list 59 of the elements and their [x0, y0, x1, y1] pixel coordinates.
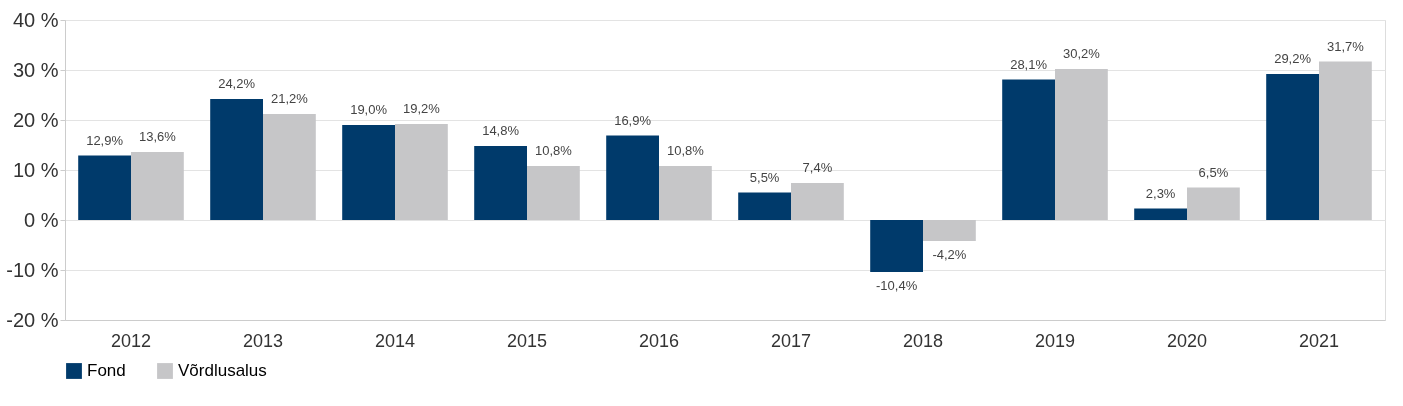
y-tick-label: 10 % — [12, 158, 59, 181]
data-label: 12,9% — [86, 132, 124, 148]
bar — [1134, 208, 1187, 220]
data-label: -4,2% — [932, 247, 967, 262]
data-label: 30,2% — [1062, 46, 1101, 61]
bar — [263, 114, 316, 220]
y-tick-label: 30 % — [12, 58, 59, 81]
bar — [1002, 79, 1055, 220]
bar — [870, 220, 923, 272]
bar — [606, 135, 659, 220]
bar — [342, 125, 395, 220]
data-label: 21,2% — [270, 91, 309, 106]
data-label: 24,2% — [218, 76, 256, 91]
y-tick-label: 40 % — [12, 8, 59, 31]
bar — [738, 192, 791, 220]
y-tick-label: 0 % — [24, 208, 59, 231]
bar — [131, 152, 184, 220]
data-label: 29,2% — [1274, 51, 1312, 66]
x-tick-label: 2019 — [1034, 330, 1076, 351]
data-label: 5,5% — [749, 169, 780, 185]
bar — [210, 99, 263, 220]
legend-label: Fond — [87, 361, 126, 380]
y-tick-label: -10 % — [6, 258, 59, 281]
data-label: 2,3% — [1145, 185, 1176, 201]
bar — [1319, 61, 1372, 220]
data-label: 10,8% — [534, 143, 573, 158]
data-label: 19,0% — [350, 102, 388, 117]
data-label: 14,8% — [482, 123, 520, 138]
data-label: 28,1% — [1010, 56, 1048, 72]
bar — [474, 146, 527, 220]
data-label: 19,2% — [402, 101, 441, 116]
data-label: 10,8% — [666, 143, 705, 158]
data-label: 13,6% — [138, 129, 177, 144]
data-label: 7,4% — [802, 160, 833, 175]
x-tick-label: 2016 — [638, 330, 680, 351]
bar — [1187, 187, 1240, 220]
x-tick-label: 2017 — [770, 330, 812, 351]
data-label: -10,4% — [876, 278, 918, 293]
x-tick-label: 2021 — [1298, 330, 1340, 351]
bar — [791, 183, 844, 220]
x-tick-label: 2012 — [110, 330, 152, 351]
bar — [659, 166, 712, 220]
bar — [395, 124, 448, 220]
data-label: 16,9% — [614, 112, 652, 128]
legend-label: Võrdlusalus — [178, 361, 267, 380]
y-tick-label: 20 % — [12, 108, 59, 131]
bar — [923, 220, 976, 241]
bar — [1266, 74, 1319, 220]
x-tick-label: 2014 — [374, 330, 416, 351]
y-tick-label: -20 % — [6, 308, 59, 331]
bar — [527, 166, 580, 220]
x-tick-label: 2018 — [902, 330, 944, 351]
bar — [1055, 69, 1108, 220]
bar — [78, 155, 131, 220]
x-tick-label: 2020 — [1166, 330, 1208, 351]
x-tick-label: 2015 — [506, 330, 548, 351]
data-label: 6,5% — [1198, 164, 1229, 180]
data-label: 31,7% — [1326, 38, 1365, 54]
x-tick-label: 2013 — [242, 330, 284, 351]
